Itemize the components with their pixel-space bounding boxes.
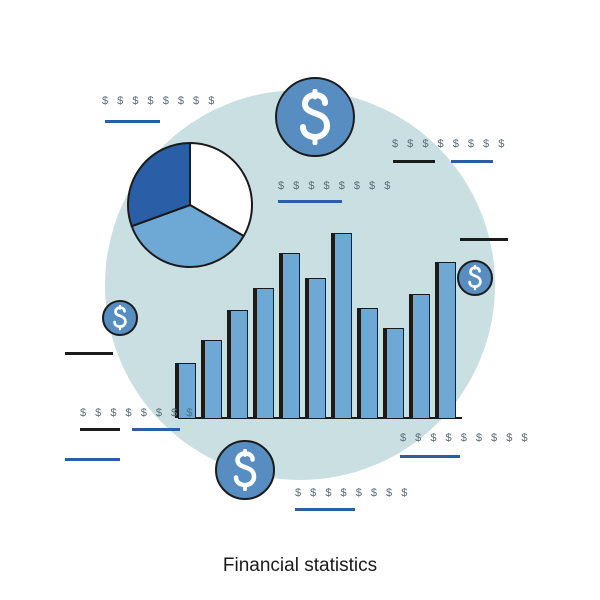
accent-line bbox=[65, 458, 120, 461]
dollar-strip: $ $ $ $ $ $ $ $ bbox=[392, 138, 507, 150]
coin-top-icon bbox=[275, 77, 355, 157]
dollar-strip: $ $ $ $ $ $ $ $ bbox=[102, 95, 217, 107]
dollar-strip: $ $ $ $ $ $ $ $ bbox=[80, 407, 195, 419]
accent-line bbox=[295, 508, 355, 511]
bar bbox=[256, 288, 274, 418]
bar bbox=[412, 294, 430, 418]
accent-line bbox=[65, 352, 113, 355]
infographic-stage: $ $ $ $ $ $ $ $ $ $ $ $ $ $ $ $ $ $ $ $ $ … bbox=[0, 0, 600, 600]
dollar-strip: $ $ $ $ $ $ $ $ bbox=[295, 487, 410, 499]
accent-line bbox=[460, 238, 508, 241]
bar bbox=[282, 253, 300, 418]
coin-right-icon bbox=[457, 260, 493, 296]
dollar-strip: $ $ $ $ $ $ $ $ bbox=[278, 180, 393, 192]
dollar-strip: $ $ $ $ $ $ $ $ $ bbox=[400, 432, 531, 444]
bar bbox=[334, 233, 352, 418]
accent-line bbox=[132, 428, 180, 431]
accent-line bbox=[451, 160, 493, 163]
bar bbox=[438, 262, 456, 418]
caption: Financial statistics bbox=[150, 555, 450, 577]
accent-line bbox=[393, 160, 435, 163]
bar bbox=[360, 308, 378, 418]
bar bbox=[230, 310, 248, 418]
bar bbox=[386, 328, 404, 418]
pie-chart bbox=[124, 139, 256, 271]
bar bbox=[204, 340, 222, 418]
bar bbox=[308, 278, 326, 418]
accent-line bbox=[105, 120, 160, 123]
coin-left-icon bbox=[102, 300, 138, 336]
accent-line bbox=[400, 455, 460, 458]
accent-line bbox=[278, 200, 342, 203]
accent-line bbox=[80, 428, 120, 431]
coin-bottom-icon bbox=[215, 440, 275, 500]
